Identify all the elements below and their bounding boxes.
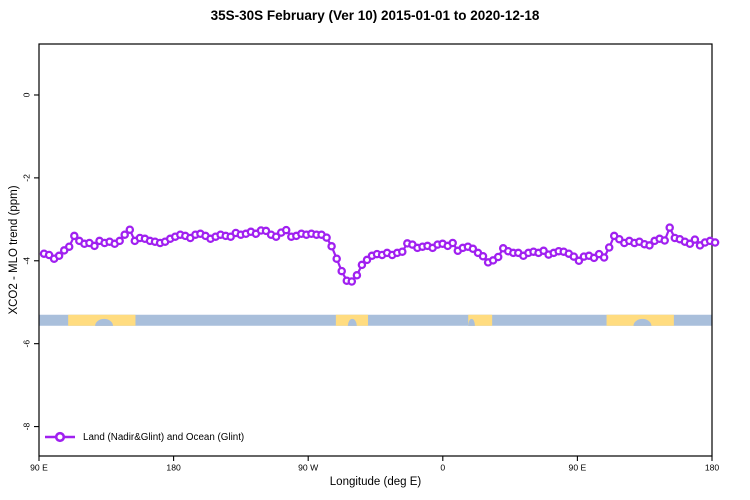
data-point-marker: [120, 230, 129, 239]
data-point-marker: [125, 225, 135, 234]
data-point-marker: [64, 242, 74, 251]
data-point-marker: [271, 232, 281, 241]
data-point-marker: [362, 255, 372, 265]
data-point-marker: [493, 252, 503, 262]
ocean-bay-notch: [347, 318, 357, 326]
data-point-marker: [115, 236, 124, 246]
x-axis-title: Longitude (deg E): [329, 476, 422, 488]
data-point-marker: [685, 239, 695, 249]
data-point-marker: [448, 238, 457, 248]
legend-marker-icon: [45, 431, 75, 443]
y-tick-label: -6: [22, 340, 32, 348]
data-point-marker: [710, 238, 720, 247]
data-point-marker: [54, 251, 64, 261]
x-tick-label: 180: [166, 463, 181, 473]
data-point-marker: [569, 252, 579, 261]
data-point-marker: [599, 253, 609, 262]
plot-border: [38, 43, 713, 457]
y-axis-ticks: 0 -2 -4 -6 -8: [22, 92, 39, 431]
data-point-marker: [357, 260, 367, 270]
land-patch-africa: [468, 314, 493, 326]
ocean-bay-notch: [633, 318, 652, 326]
data-point-marker: [281, 225, 291, 235]
x-tick-label: 0: [440, 463, 445, 473]
data-point-marker: [327, 242, 336, 251]
data-point-marker: [660, 236, 669, 245]
chart-title: 35S-30S February (Ver 10) 2015-01-01 to …: [210, 8, 540, 23]
data-point-marker: [70, 231, 79, 241]
data-point-marker: [690, 235, 700, 244]
data-point-marker: [332, 254, 341, 263]
data-point-marker: [322, 233, 331, 242]
data-point-marker: [665, 223, 674, 232]
legend-label: Land (Nadir&Glint) and Ocean (Glint): [83, 431, 245, 443]
data-point-marker: [90, 241, 99, 251]
data-point-marker: [468, 244, 478, 254]
data-point-marker: [574, 256, 584, 266]
data-point-marker: [347, 277, 357, 286]
data-point-marker: [352, 271, 362, 280]
ocean-bay-notch: [468, 318, 475, 326]
ocean-band: [39, 314, 712, 326]
x-axis-ticks: 90 E 180 90 W 0 90 E 180: [30, 456, 719, 473]
data-point-marker: [478, 251, 488, 261]
latitude-map-band: [39, 314, 712, 326]
series-markers: [39, 223, 720, 286]
x-tick-label: 90 E: [569, 463, 587, 473]
data-point-marker: [398, 247, 407, 256]
y-tick-label: -4: [22, 257, 32, 265]
data-point-marker: [604, 243, 614, 252]
x-tick-label: 90 W: [298, 463, 319, 473]
x-tick-label: 180: [705, 463, 720, 473]
x-tick-label: 90 E: [30, 463, 48, 473]
y-tick-label: -8: [22, 423, 32, 431]
data-point-marker: [645, 241, 654, 250]
y-tick-label: 0: [22, 92, 32, 97]
ocean-bay-notch: [95, 318, 114, 326]
legend: Land (Nadir&Glint) and Ocean (Glint): [44, 429, 244, 445]
data-point-marker: [337, 266, 346, 276]
y-tick-label: -2: [22, 174, 32, 182]
